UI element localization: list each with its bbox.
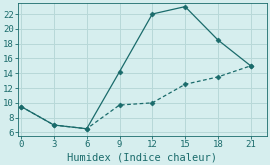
- X-axis label: Humidex (Indice chaleur): Humidex (Indice chaleur): [68, 152, 217, 162]
